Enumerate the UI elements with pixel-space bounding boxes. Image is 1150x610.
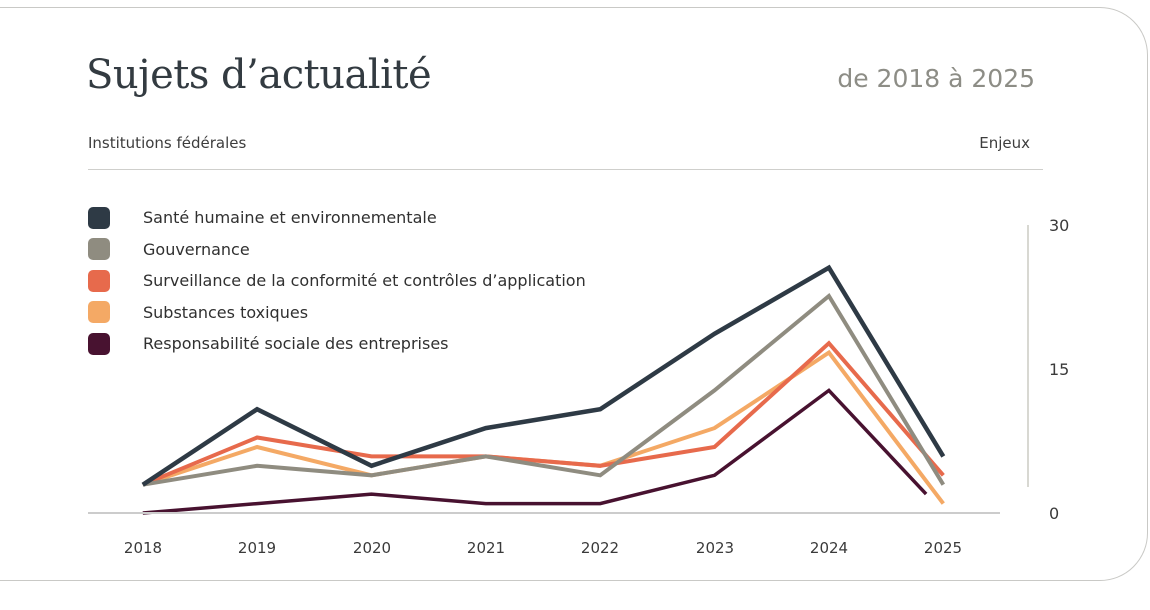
y-axis-line bbox=[1027, 225, 1029, 487]
x-tick-2018: 2018 bbox=[123, 539, 163, 557]
series-line-1 bbox=[142, 292, 946, 487]
series-line-3 bbox=[142, 349, 945, 505]
y-tick-15: 15 bbox=[1049, 360, 1070, 379]
header-divider bbox=[88, 169, 1043, 170]
legend-item-sante: Santé humaine et environnementale bbox=[88, 202, 586, 234]
x-tick-2022: 2022 bbox=[580, 539, 620, 557]
legend-item-surveillance: Surveillance de la conformité et contrôl… bbox=[88, 265, 586, 297]
legend-swatch-gouvernance bbox=[88, 238, 110, 261]
date-range: de 2018 à 2025 bbox=[837, 64, 1035, 93]
series-line-4 bbox=[142, 388, 928, 515]
legend-swatch-surveillance bbox=[88, 269, 110, 292]
x-axis-line bbox=[88, 512, 1000, 514]
legend-swatch-substances bbox=[88, 301, 110, 324]
legend-item-gouvernance: Gouvernance bbox=[88, 234, 586, 266]
series-line-2 bbox=[142, 340, 945, 487]
tab-institutions-federales[interactable]: Institutions fédérales bbox=[88, 134, 247, 152]
legend-label-gouvernance: Gouvernance bbox=[143, 239, 250, 259]
x-tick-2025: 2025 bbox=[923, 539, 963, 557]
x-tick-2021: 2021 bbox=[466, 539, 506, 557]
legend-item-substances: Substances toxiques bbox=[88, 297, 586, 329]
legend-swatch-sante bbox=[88, 206, 110, 229]
x-tick-2024: 2024 bbox=[809, 539, 849, 557]
series-line-0 bbox=[141, 264, 946, 487]
card bbox=[0, 7, 1148, 581]
y-tick-30: 30 bbox=[1049, 216, 1070, 235]
x-tick-2020: 2020 bbox=[352, 539, 392, 557]
tab-enjeux[interactable]: Enjeux bbox=[979, 134, 1030, 152]
y-tick-0: 0 bbox=[1049, 504, 1060, 523]
x-tick-2019: 2019 bbox=[237, 539, 277, 557]
legend-item-responsabilite: Responsabilité sociale des entreprises bbox=[88, 328, 586, 360]
chart-legend: Santé humaine et environnementale Gouver… bbox=[88, 202, 586, 360]
x-tick-2023: 2023 bbox=[695, 539, 735, 557]
legend-swatch-responsabilite bbox=[88, 332, 110, 355]
legend-label-substances: Substances toxiques bbox=[143, 302, 309, 322]
page-title: Sujets d’actualité bbox=[86, 52, 432, 98]
legend-label-sante: Santé humaine et environnementale bbox=[143, 208, 437, 228]
legend-label-responsabilite: Responsabilité sociale des entreprises bbox=[143, 334, 449, 354]
legend-label-surveillance: Surveillance de la conformité et contrôl… bbox=[143, 271, 586, 291]
